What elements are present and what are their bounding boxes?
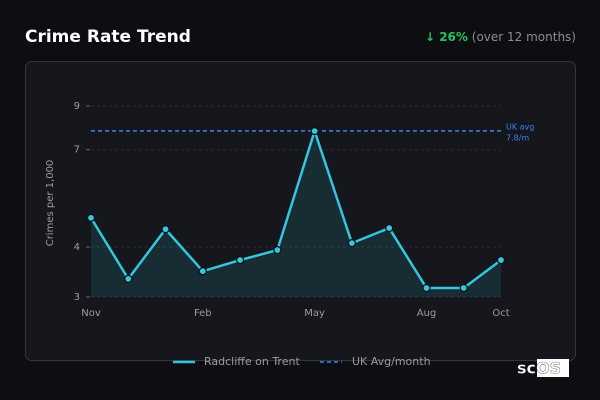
point [496, 255, 506, 265]
point [459, 283, 468, 293]
chart-panel [25, 61, 576, 361]
point [161, 225, 170, 234]
x-tick-label: Nov [81, 308, 101, 319]
point [422, 283, 431, 293]
point [86, 213, 96, 222]
x-tick-label: Aug [417, 308, 437, 319]
y-tick-label: 4 [74, 242, 80, 253]
change-value: ↓ 26% [425, 30, 468, 44]
area [91, 131, 501, 297]
x-tick-label: Oct [492, 308, 509, 319]
point [198, 267, 207, 276]
y-axis-label: Crimes per 1,000 [45, 160, 56, 247]
y-tick-label: 9 [74, 101, 80, 112]
point [273, 245, 282, 255]
logo-box [537, 359, 569, 377]
point [385, 223, 394, 233]
y-tick-label: 7 [74, 145, 80, 156]
y-tick-label: 3 [74, 292, 80, 303]
reference-label: UK avg [506, 122, 534, 131]
logo-text: scOS [517, 359, 561, 378]
brand-logo: scOS [517, 358, 569, 378]
reference-label: 7.8/m [506, 133, 529, 142]
x-tick-label: May [304, 308, 325, 319]
point [124, 274, 133, 283]
legend-label: Radcliffe on Trent [204, 355, 300, 368]
legend-label: UK Avg/month [352, 355, 431, 368]
point [347, 239, 357, 248]
change-summary: ↓ 26% (over 12 months) [425, 30, 576, 44]
x-tick-label: Feb [194, 308, 212, 319]
point [235, 255, 245, 265]
chart-title: Crime Rate Trend [25, 27, 191, 47]
line [89, 129, 502, 290]
point [310, 127, 319, 136]
change-note: (over 12 months) [472, 30, 576, 44]
